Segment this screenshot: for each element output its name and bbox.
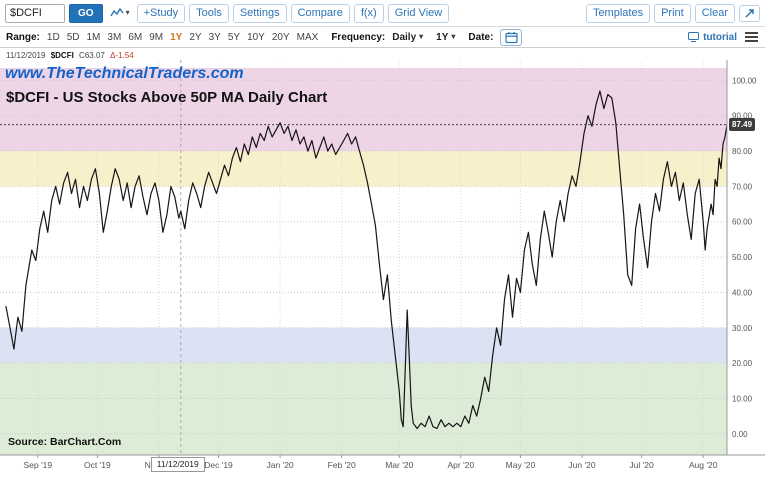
symbol-input[interactable]: [5, 3, 65, 23]
date-label: Date:: [468, 31, 494, 43]
range-10y[interactable]: 10Y: [247, 31, 265, 43]
expand-button[interactable]: [739, 4, 760, 22]
quote-symbol: $DCFI: [50, 51, 74, 60]
svg-text:Jul '20: Jul '20: [629, 460, 654, 470]
settings-button[interactable]: Settings: [232, 3, 287, 23]
quote-date: 11/12/2019: [6, 51, 46, 60]
top-toolbar: GO ▾ +Study Tools Settings Compare f(x) …: [0, 0, 765, 27]
svg-text:40.00: 40.00: [732, 288, 753, 297]
svg-text:0.00: 0.00: [732, 430, 748, 439]
range-1m[interactable]: 1M: [86, 31, 101, 43]
quote-info: 11/12/2019 $DCFI C63.07 Δ-1.54: [6, 51, 137, 60]
svg-text:Dec '19: Dec '19: [204, 460, 233, 470]
range-2y[interactable]: 2Y: [189, 31, 202, 43]
svg-text:50.00: 50.00: [732, 253, 753, 262]
range-6m[interactable]: 6M: [128, 31, 143, 43]
svg-text:20.00: 20.00: [732, 359, 753, 368]
compare-button[interactable]: Compare: [290, 3, 350, 23]
caret-down-icon: ▾: [125, 8, 130, 17]
range-1d[interactable]: 1D: [46, 31, 60, 43]
range-options: 1D 5D 1M 3M 6M 9M 1Y 2Y 3Y 5Y 10Y 20Y MA…: [47, 32, 318, 43]
grid-view-button[interactable]: Grid View: [387, 3, 450, 23]
cursor-date-box: 11/12/2019: [150, 457, 205, 472]
watermark-link: www.TheTechnicalTraders.com: [5, 65, 244, 82]
chart-type-selector[interactable]: ▾: [107, 8, 133, 18]
hamburger-menu-icon[interactable]: [744, 30, 759, 44]
svg-text:Jan '20: Jan '20: [267, 460, 294, 470]
tutorial-link[interactable]: tutorial: [688, 32, 737, 43]
tutorial-label: tutorial: [703, 31, 737, 43]
quote-close: C63.07: [79, 51, 105, 60]
svg-text:May '20: May '20: [506, 460, 536, 470]
caret-down-icon: ▾: [419, 32, 424, 41]
svg-text:90.00: 90.00: [732, 112, 753, 121]
source-credit: Source: BarChart.Com: [8, 436, 122, 448]
screen-icon: [688, 32, 700, 42]
chart-title: $DCFI - US Stocks Above 50P MA Daily Cha…: [6, 89, 328, 106]
frequency-value: Daily: [392, 31, 417, 43]
svg-text:Aug '20: Aug '20: [689, 460, 718, 470]
range-5y[interactable]: 5Y: [227, 31, 241, 43]
study-button[interactable]: +Study: [136, 3, 186, 23]
line-chart-icon: [109, 8, 124, 17]
range-20y[interactable]: 20Y: [271, 31, 290, 43]
svg-text:Feb '20: Feb '20: [328, 460, 356, 470]
svg-text:Jun '20: Jun '20: [568, 460, 595, 470]
print-button[interactable]: Print: [654, 3, 691, 23]
quote-change: Δ-1.54: [110, 51, 134, 60]
range-toolbar: Range: 1D 5D 1M 3M 6M 9M 1Y 2Y 3Y 5Y 10Y…: [0, 27, 765, 48]
range-3y[interactable]: 3Y: [208, 31, 221, 43]
svg-text:Mar '20: Mar '20: [385, 460, 413, 470]
svg-text:100.00: 100.00: [732, 76, 757, 85]
svg-text:10.00: 10.00: [732, 394, 753, 403]
date-picker-button[interactable]: [500, 28, 523, 46]
clear-button[interactable]: Clear: [694, 3, 735, 23]
expand-icon: [745, 8, 754, 18]
range-max[interactable]: MAX: [296, 31, 319, 43]
fx-button[interactable]: f(x): [353, 3, 384, 23]
frequency-label: Frequency:: [331, 31, 386, 43]
tools-button[interactable]: Tools: [189, 3, 229, 23]
svg-text:Sep '19: Sep '19: [23, 460, 52, 470]
last-price-badge: 87.49: [729, 117, 756, 131]
svg-text:Apr '20: Apr '20: [448, 460, 475, 470]
templates-button[interactable]: Templates: [585, 3, 651, 23]
range-5d[interactable]: 5D: [66, 31, 80, 43]
svg-text:70.00: 70.00: [732, 182, 753, 191]
calendar-icon: [505, 31, 518, 43]
range-3m[interactable]: 3M: [107, 31, 122, 43]
svg-text:80.00: 80.00: [732, 147, 753, 156]
period-dropdown[interactable]: 1Y ▾: [436, 32, 455, 43]
period-value: 1Y: [436, 31, 449, 43]
range-1y-active[interactable]: 1Y: [170, 31, 183, 43]
svg-text:60.00: 60.00: [732, 218, 753, 227]
range-label: Range:: [6, 31, 40, 43]
frequency-dropdown[interactable]: Daily ▾: [392, 32, 423, 43]
go-button[interactable]: GO: [69, 3, 103, 23]
svg-text:30.00: 30.00: [732, 324, 753, 333]
caret-down-icon: ▾: [451, 32, 456, 41]
range-9m[interactable]: 9M: [149, 31, 164, 43]
svg-text:Oct '19: Oct '19: [84, 460, 111, 470]
